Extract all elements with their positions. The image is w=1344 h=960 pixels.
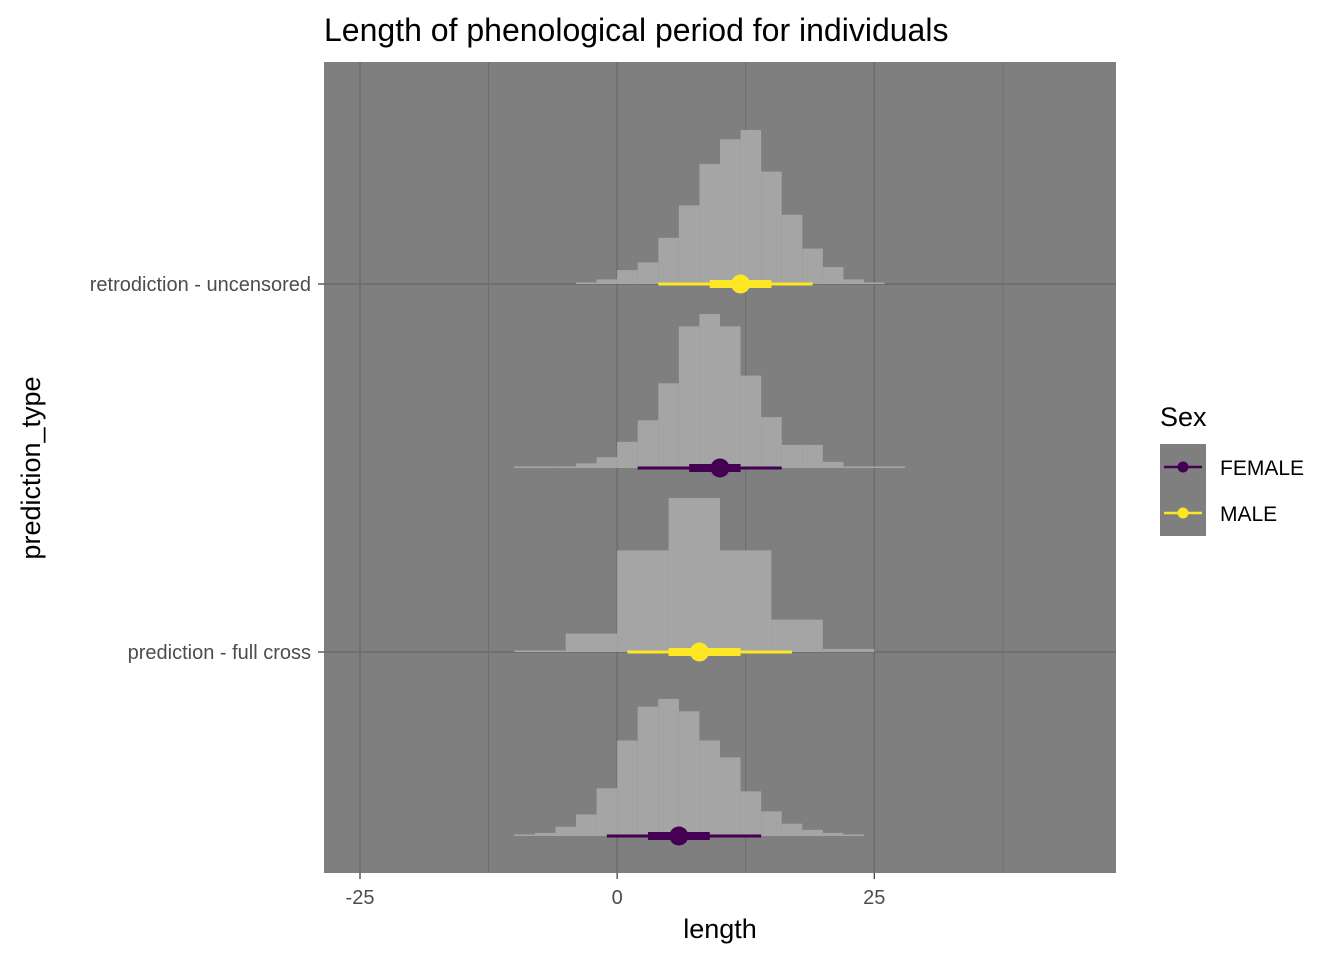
histogram-bar bbox=[802, 829, 823, 836]
chart-title: Length of phenological period for indivi… bbox=[324, 12, 948, 48]
histogram-bar bbox=[699, 740, 720, 836]
histogram-bar bbox=[576, 282, 597, 284]
x-axis-title: length bbox=[683, 914, 757, 944]
histogram-bar bbox=[617, 740, 638, 836]
histogram-bar bbox=[637, 420, 659, 468]
histogram-bar bbox=[802, 248, 823, 284]
histogram-bar bbox=[596, 457, 618, 468]
histogram-bar bbox=[740, 130, 762, 284]
histogram-bar bbox=[761, 171, 782, 284]
histogram-bar bbox=[668, 498, 720, 652]
x-tick-label: -25 bbox=[346, 887, 375, 909]
histogram-bar bbox=[596, 279, 618, 284]
point-estimate bbox=[669, 826, 689, 846]
histogram-bar bbox=[637, 706, 659, 836]
histogram-bar bbox=[658, 383, 679, 468]
histogram-bar bbox=[822, 648, 875, 652]
x-axis: -25 0 25 bbox=[346, 873, 885, 909]
histogram-bar bbox=[864, 282, 885, 284]
histogram-bar bbox=[576, 814, 597, 836]
histogram-bar bbox=[781, 444, 803, 468]
histogram-bar bbox=[720, 757, 741, 836]
histogram-bar bbox=[802, 444, 823, 468]
histogram-bar bbox=[843, 466, 864, 468]
histogram-bar bbox=[658, 698, 679, 836]
point-estimate bbox=[731, 274, 751, 294]
point-estimate bbox=[689, 642, 709, 662]
histogram-bar bbox=[781, 823, 803, 836]
histogram-bar bbox=[720, 550, 772, 652]
legend-label-male: MALE bbox=[1220, 503, 1277, 526]
y-tick-label: retrodiction - uncensored bbox=[90, 274, 311, 296]
legend-key-background bbox=[1160, 444, 1206, 536]
histogram-bar bbox=[678, 711, 700, 836]
histogram-bar bbox=[761, 417, 782, 468]
histogram-bar bbox=[761, 811, 782, 836]
histogram-bar bbox=[771, 619, 823, 652]
histogram-bar bbox=[740, 375, 762, 468]
histogram-bar bbox=[699, 163, 720, 284]
intervals bbox=[606, 274, 813, 846]
histogram-bar bbox=[514, 650, 566, 652]
legend-entry-male: MALE bbox=[1164, 503, 1277, 526]
histogram-bar bbox=[514, 834, 535, 836]
legend: Sex FEMALE MALE bbox=[1160, 402, 1304, 536]
histogram-bar bbox=[637, 262, 659, 284]
histogram-bar bbox=[617, 441, 638, 468]
legend-key-male-point bbox=[1177, 507, 1189, 519]
histogram-bar bbox=[555, 826, 576, 836]
legend-title: Sex bbox=[1160, 402, 1207, 432]
histogram-bar bbox=[596, 788, 618, 836]
legend-label-female: FEMALE bbox=[1220, 457, 1304, 480]
histogram-bar bbox=[843, 834, 864, 836]
y-tick-label: prediction - full cross bbox=[128, 642, 311, 664]
histogram-bar bbox=[534, 832, 556, 836]
histogram-bar bbox=[617, 270, 638, 284]
histogram-bar bbox=[822, 267, 844, 284]
legend-key-female-point bbox=[1177, 461, 1189, 473]
point-estimate bbox=[710, 458, 730, 478]
histogram-bar bbox=[843, 279, 864, 284]
histogram-bar bbox=[822, 832, 844, 836]
histogram-bar bbox=[678, 326, 700, 468]
histogram-bar bbox=[720, 326, 741, 468]
histogram-bar bbox=[678, 205, 700, 284]
histogram-bar bbox=[555, 466, 576, 468]
histogram-bar bbox=[617, 550, 669, 652]
x-tick-label: 25 bbox=[863, 887, 885, 909]
histogram-bar bbox=[864, 466, 906, 468]
histogram-bar bbox=[514, 466, 556, 468]
histogram-bar bbox=[565, 633, 618, 652]
legend-entry-female: FEMALE bbox=[1164, 457, 1304, 480]
histogram-bar bbox=[658, 237, 679, 284]
x-tick-label: 0 bbox=[612, 887, 623, 909]
y-axis: prediction - full cross retrodiction - un… bbox=[90, 274, 324, 664]
histogram-bar bbox=[699, 314, 720, 468]
histogram-bar bbox=[740, 791, 762, 836]
histogram-bar bbox=[720, 139, 741, 284]
y-axis-title: prediction_type bbox=[16, 376, 46, 559]
histogram-bar bbox=[822, 461, 844, 468]
histogram-bar bbox=[781, 214, 803, 284]
histograms bbox=[514, 130, 906, 836]
histogram-bar bbox=[576, 463, 597, 468]
